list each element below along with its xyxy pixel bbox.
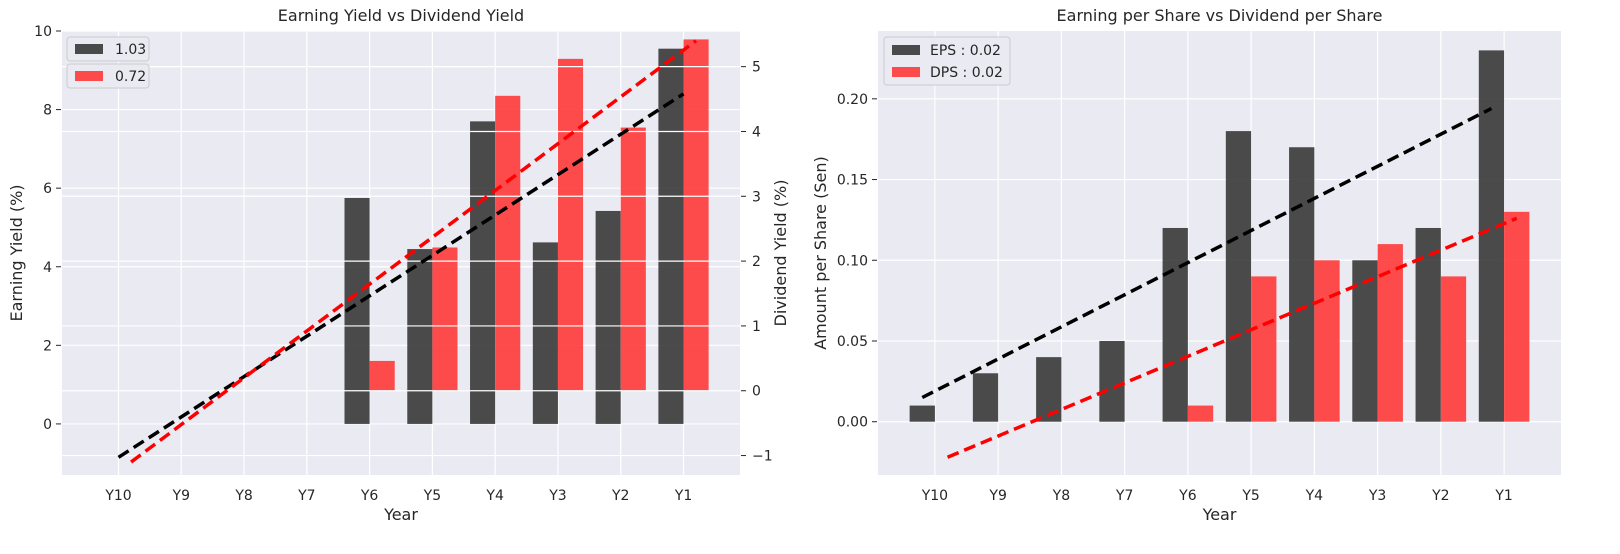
overlay-gridlines [62, 66, 740, 457]
bar-series-1 [1099, 340, 1125, 422]
x-tick-label: Y6 [1178, 488, 1197, 504]
bar-series-2 [557, 58, 584, 391]
bar-series-2 [495, 95, 521, 391]
x-axis-label: Year [1202, 505, 1237, 524]
legend-label: DPS : 0.02 [930, 65, 1003, 81]
x-tick-label: Y4 [485, 488, 504, 504]
x-tick-label: Y9 [988, 488, 1006, 504]
bar-series-2 [1314, 260, 1340, 422]
legend-frame [66, 63, 150, 89]
x-tick-label: Y5 [1241, 488, 1259, 504]
bar-series-1 [595, 210, 621, 424]
y-tick-label: 4 [43, 260, 52, 276]
x-tick-label: Y5 [423, 488, 441, 504]
tick-labels: Y10 Y9 Y8 Y7 Y6 Y5 Y4 Y3 Y2 Y1 0.00 0.05 0.10 0.15 0.2… [837, 92, 1513, 504]
bars [62, 39, 740, 457]
legend-label: 0.72 [115, 69, 146, 85]
legend: 1.03 0.72 [66, 36, 150, 89]
x-axis-label: Year [383, 505, 418, 524]
x-tick-label: Y10 [104, 488, 131, 504]
bar-series-2 [1440, 276, 1467, 422]
chart-title: Earning per Share vs Dividend per Share [1057, 6, 1383, 25]
bar-series-1 [972, 373, 999, 422]
trendline [117, 92, 685, 459]
legend-label: 1.03 [115, 42, 146, 58]
legend-swatch [892, 45, 920, 55]
legend-swatch [75, 44, 103, 54]
x-tick-label: Y8 [234, 488, 252, 504]
bar-series-1 [470, 121, 496, 424]
y-tick-label: 0.05 [837, 334, 868, 350]
legend-swatch [75, 71, 103, 81]
y-tick-label: 10 [34, 24, 52, 40]
y-right-tick-label: 2 [752, 254, 761, 270]
trendline [946, 216, 1518, 459]
x-tick-label: Y6 [360, 488, 379, 504]
bar-series-1 [1478, 50, 1505, 422]
x-tick-label: Y2 [1431, 488, 1449, 504]
x-tick-label: Y2 [611, 488, 629, 504]
x-tick-label: Y10 [921, 488, 948, 504]
bar-series-1 [909, 405, 935, 422]
bar-series-1 [1415, 227, 1441, 422]
legend: EPS : 0.02 DPS : 0.02 [883, 36, 1011, 86]
y-tick-label: 0.20 [837, 92, 868, 108]
trendlines [117, 39, 698, 464]
bar-series-1 [532, 242, 558, 424]
x-tick-label: Y3 [1368, 488, 1386, 504]
y-tick-label: 8 [43, 103, 52, 119]
x-tick-label: Y3 [548, 488, 566, 504]
x-tick-label: Y7 [297, 488, 315, 504]
y-right-tick-label: 4 [752, 124, 761, 140]
bar-series-2 [620, 127, 646, 391]
x-tick-label: Y4 [1305, 488, 1324, 504]
x-tick-label: Y1 [1494, 488, 1512, 504]
y-right-tick-label: 0 [752, 384, 761, 400]
bar-series-2 [369, 360, 395, 391]
bar-series-2 [1377, 244, 1403, 422]
chart-title: Earning Yield vs Dividend Yield [278, 6, 524, 25]
legend-label: EPS : 0.02 [930, 43, 1001, 59]
x-tick-label: Y9 [172, 488, 190, 504]
legend-frame [66, 36, 150, 62]
y-tick-label: 0.10 [837, 253, 868, 269]
legend-swatch [892, 67, 920, 77]
bar-series-2 [683, 39, 709, 391]
bar-series-1 [407, 249, 433, 424]
trendlines [921, 106, 1518, 459]
panel-eps-dps: Y10 Y9 Y8 Y7 Y6 Y5 Y4 Y3 Y2 Y1 0.00 0.05 0.10 0.15 0.2… [811, 6, 1561, 524]
bar-series-1 [1289, 147, 1315, 422]
y-axis-label-right: Dividend Yield (%) [771, 180, 790, 327]
x-tick-label: Y8 [1052, 488, 1070, 504]
y-axis-label: Amount per Share (Sen) [811, 156, 830, 350]
y-tick-label: 6 [43, 181, 52, 197]
y-tick-label: 2 [43, 338, 52, 354]
x-tick-label: Y1 [674, 488, 692, 504]
bar-series-2 [1504, 211, 1530, 422]
y-right-tick-label: −1 [752, 449, 773, 465]
bar-series-1 [1225, 131, 1252, 422]
y-right-tick-label: 1 [752, 319, 761, 335]
y-tick-label: 0 [43, 417, 52, 433]
x-tick-label: Y7 [1115, 488, 1133, 504]
bar-series-1 [658, 48, 684, 424]
bar-series-2 [1251, 276, 1277, 422]
bar-series-2 [432, 247, 458, 391]
trendline [130, 39, 698, 464]
y-right-tick-label: 3 [752, 189, 761, 205]
y-tick-label: 0.15 [837, 173, 868, 189]
bar-series-2 [1187, 405, 1214, 422]
y-axis-label: Earning Yield (%) [7, 184, 26, 321]
bar-series-1 [1162, 227, 1188, 422]
y-tick-label: 0.00 [837, 415, 868, 431]
trendline [921, 106, 1493, 400]
y-right-tick-label: 5 [752, 60, 761, 76]
